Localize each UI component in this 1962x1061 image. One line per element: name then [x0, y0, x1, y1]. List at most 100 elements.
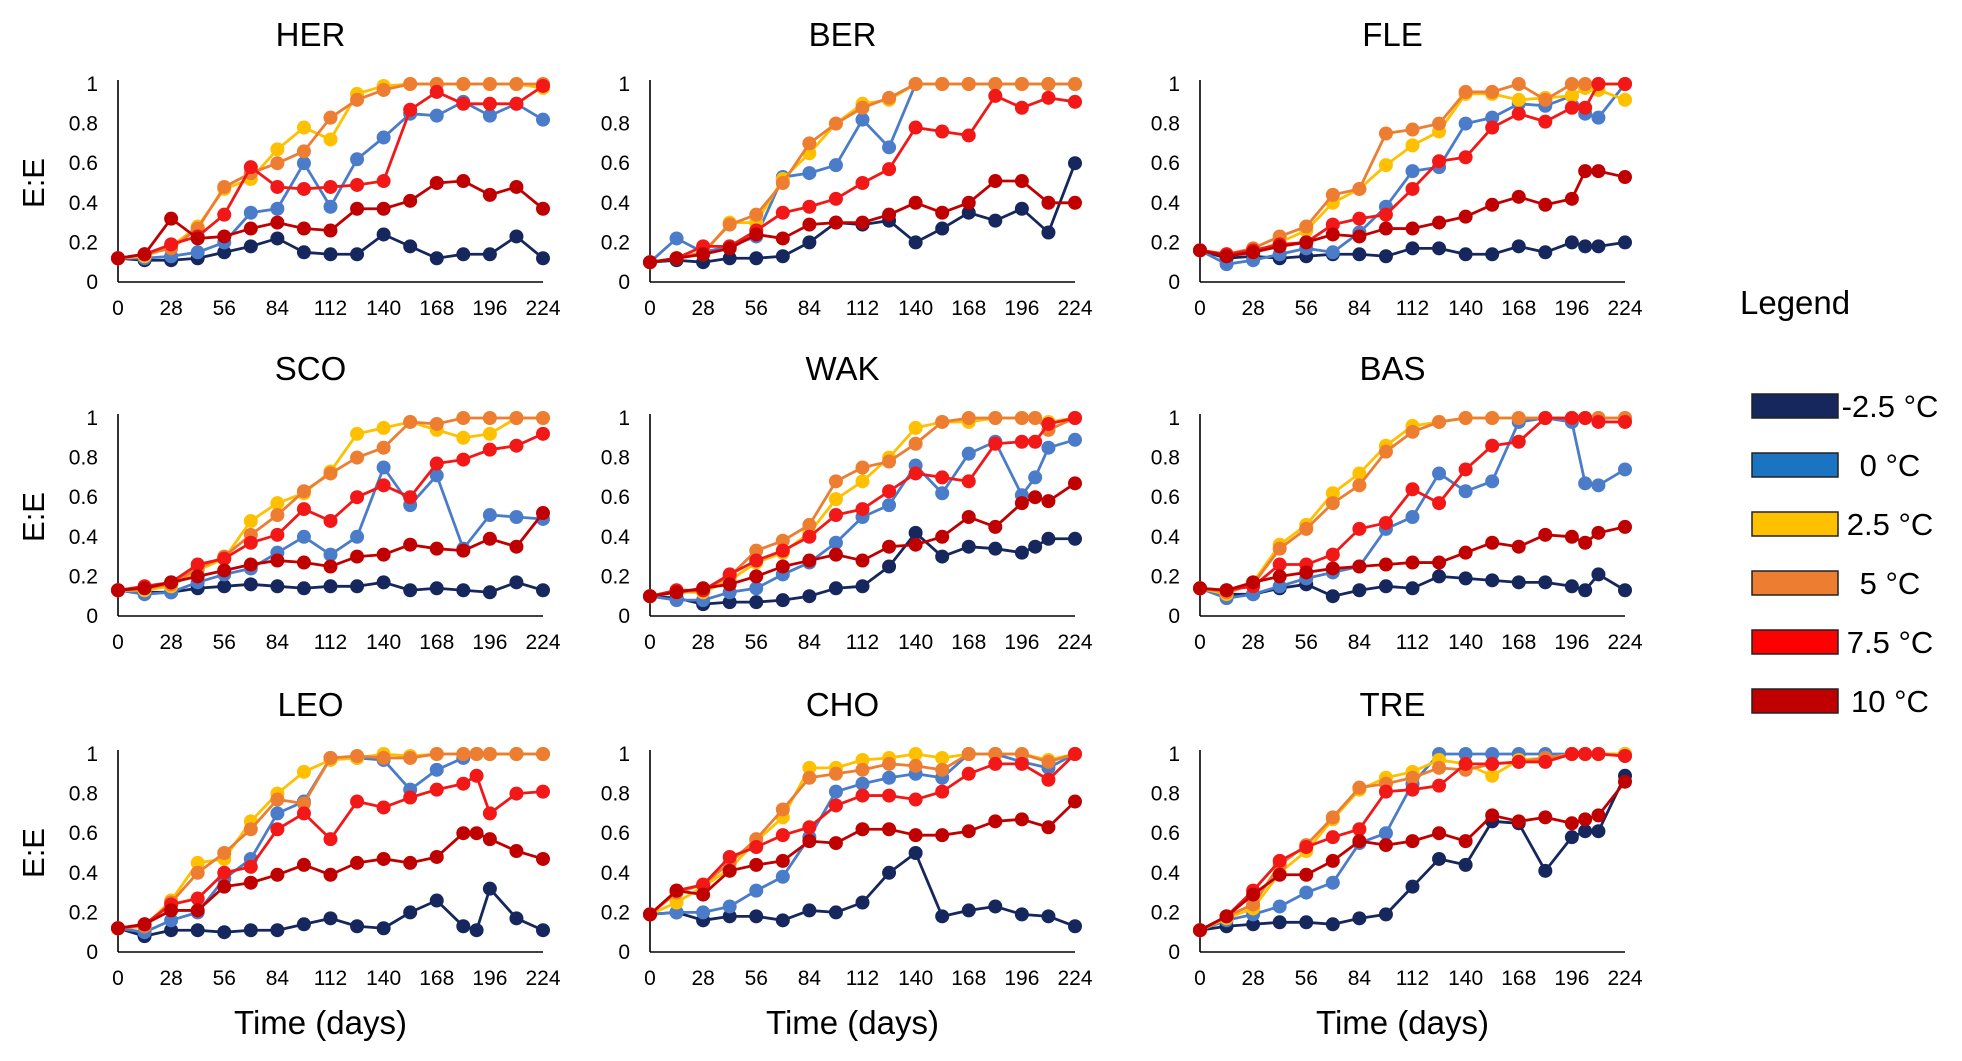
data-point [1564, 411, 1579, 425]
data-point [429, 176, 444, 190]
data-point [908, 120, 923, 135]
data-point [722, 217, 737, 232]
x-tick-label: 168 [951, 297, 986, 320]
data-point [802, 820, 817, 835]
data-point [243, 221, 258, 236]
data-point [536, 78, 550, 93]
data-point [482, 585, 497, 600]
data-point [802, 770, 817, 785]
data-point [775, 176, 790, 190]
x-tick-label: 112 [846, 631, 879, 654]
data-point [1511, 411, 1526, 425]
series-10C [111, 506, 550, 598]
data-point [1325, 187, 1340, 202]
x-tick-label: 168 [1501, 297, 1536, 320]
data-point [1458, 747, 1473, 761]
data-point [1618, 519, 1632, 534]
x-tick-label: 224 [1607, 297, 1642, 320]
x-tick-label: 0 [644, 967, 656, 990]
x-tick-label: 224 [1057, 297, 1092, 320]
data-point [802, 589, 817, 604]
y-tick-label: 0 [86, 271, 98, 294]
x-tick-label: 168 [1501, 967, 1536, 990]
data-point [1325, 547, 1340, 562]
data-point [403, 414, 418, 429]
y-tick-label: 0.4 [1151, 526, 1181, 549]
y-tick-label: 1 [86, 407, 98, 430]
x-tick-label: 56 [745, 297, 768, 320]
data-point [1538, 114, 1553, 129]
data-point [1272, 579, 1287, 594]
data-point [482, 77, 497, 91]
series-10C [643, 174, 1082, 270]
data-point [350, 748, 365, 763]
x-tick-label: 224 [525, 297, 560, 320]
x-tick-label: 140 [366, 631, 401, 654]
data-point [722, 595, 737, 610]
data-point [1325, 810, 1340, 825]
data-point [1564, 830, 1579, 845]
data-point [270, 201, 285, 216]
x-tick-label: 112 [1396, 967, 1429, 990]
data-point [802, 553, 817, 568]
data-point [1511, 239, 1526, 254]
x-tick-label: 28 [691, 297, 714, 320]
data-point [1564, 77, 1579, 91]
data-point [1068, 919, 1082, 934]
data-point [243, 513, 258, 528]
data-point [482, 96, 497, 111]
x-tick-label: 112 [1396, 631, 1429, 654]
data-point [270, 923, 285, 938]
data-point [137, 917, 152, 932]
data-point [270, 822, 285, 837]
x-tick-label: 168 [419, 631, 454, 654]
data-point [1458, 834, 1473, 849]
data-point [164, 923, 179, 938]
series-line [1199, 775, 1627, 932]
data-point [1578, 747, 1593, 761]
data-point [722, 567, 737, 582]
data-point [323, 132, 338, 147]
y-tick-label: 0.6 [69, 486, 98, 509]
data-point [429, 782, 444, 797]
data-point [1538, 754, 1553, 769]
data-point [1591, 239, 1606, 254]
data-point [1272, 867, 1287, 882]
data-point [243, 822, 258, 837]
data-point [323, 832, 338, 847]
x-tick-label: 56 [1295, 297, 1318, 320]
data-point [1511, 575, 1526, 590]
data-point [908, 466, 923, 481]
data-point [1246, 575, 1261, 590]
data-point [429, 849, 444, 864]
data-point [1564, 100, 1579, 115]
data-point [403, 537, 418, 552]
data-point [988, 541, 1003, 556]
data-point [190, 923, 205, 938]
data-point [1578, 476, 1593, 491]
y-tick-label: 1 [86, 743, 98, 766]
y-axis-label: E:E [16, 828, 51, 878]
data-point [469, 826, 484, 841]
data-point [376, 921, 391, 936]
data-point [1485, 756, 1500, 771]
series-10C [111, 174, 550, 266]
data-point [270, 867, 285, 882]
data-point [509, 438, 524, 453]
data-point [243, 535, 258, 550]
y-tick-label: 0 [618, 941, 630, 964]
data-point [509, 747, 524, 761]
data-point [323, 867, 338, 882]
y-tick-label: 0.8 [1151, 113, 1180, 136]
data-point [961, 510, 976, 524]
data-point [1352, 559, 1367, 574]
data-point [270, 527, 285, 542]
legend-label: 7.5 °C [1847, 625, 1934, 660]
data-point [1458, 84, 1473, 99]
panel-title: BER [809, 16, 877, 53]
data-point [1618, 414, 1632, 429]
data-point [296, 796, 311, 811]
data-point [669, 585, 684, 600]
x-tick-label: 140 [898, 297, 933, 320]
data-point [536, 583, 550, 598]
